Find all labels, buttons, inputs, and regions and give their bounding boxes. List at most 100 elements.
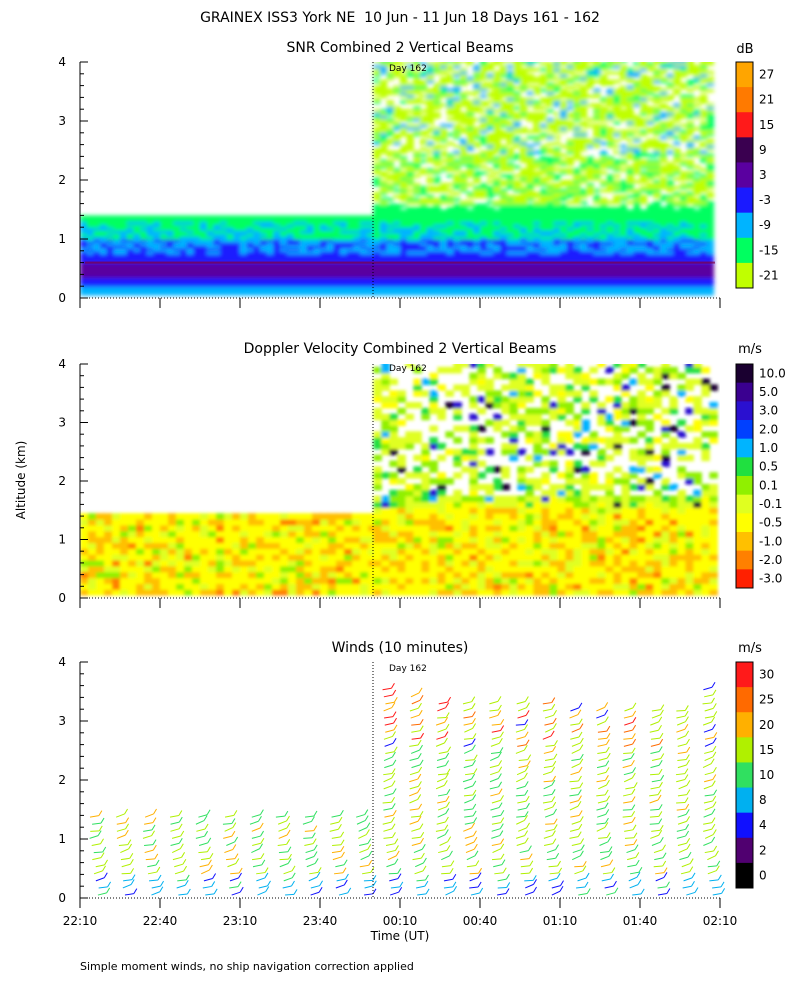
snr-cell [506, 268, 514, 273]
snr-cell [100, 286, 108, 290]
snr-panel: SNR Combined 2 Vertical Beams dB Day 162… [58, 40, 779, 308]
snr-cell [520, 271, 528, 275]
snr-cell [460, 277, 468, 281]
snr-cell [326, 221, 334, 225]
snr-cell [706, 121, 714, 125]
snr-cell [700, 236, 708, 240]
snr-cell [540, 241, 548, 246]
snr-cell [426, 76, 434, 81]
snr-cell [333, 292, 341, 296]
snr-cell [120, 274, 128, 278]
snr-cell [260, 233, 268, 237]
snr-cell [446, 62, 454, 63]
snr-cell [653, 76, 661, 81]
snr-cell [453, 165, 461, 169]
snr-cell [420, 62, 428, 66]
snr-cell [566, 106, 574, 110]
snr-cell [520, 221, 528, 225]
snr-cell [220, 286, 228, 290]
snr-cell [666, 144, 674, 149]
snr-cell [400, 233, 408, 237]
snr-cell [493, 144, 501, 149]
snr-cell [466, 118, 474, 122]
snr-cell [280, 253, 288, 258]
snr-cell [346, 247, 354, 252]
snr-cell [440, 253, 448, 258]
snr-cell [380, 180, 388, 184]
snr-cell [693, 182, 701, 187]
snr-cell [493, 209, 501, 214]
snr-cell [273, 262, 281, 267]
doppler-cell [136, 583, 145, 590]
snr-cell [413, 221, 421, 225]
snr-cell [373, 209, 381, 214]
doppler-cell [168, 536, 177, 544]
snr-cell [526, 209, 534, 214]
doppler-cell [248, 577, 257, 584]
doppler-cell [200, 542, 209, 549]
snr-cell [586, 253, 594, 258]
snr-cell [573, 215, 581, 219]
snr-cell [453, 191, 461, 196]
snr-cell [193, 236, 201, 240]
snr-cell [106, 250, 114, 255]
snr-cell [133, 256, 141, 261]
doppler-cell [136, 589, 145, 596]
snr-cell [573, 64, 581, 69]
snr-cell [406, 221, 414, 225]
snr-cell [620, 250, 628, 255]
snr-cell [580, 62, 588, 63]
snr-cell [493, 233, 501, 237]
doppler-cell [120, 530, 129, 538]
snr-cell [513, 115, 521, 119]
snr-cell [653, 182, 661, 187]
snr-cell [466, 144, 474, 149]
snr-cell [473, 100, 481, 104]
snr-cell [520, 233, 528, 237]
snr-cell [453, 244, 461, 249]
snr-cell [600, 171, 608, 175]
snr-cell [613, 91, 621, 96]
snr-cell [420, 286, 428, 290]
snr-cell [246, 259, 254, 264]
snr-cell [513, 94, 521, 98]
snr-cell [666, 82, 674, 87]
doppler-cell [152, 565, 161, 573]
snr-cell [420, 185, 428, 190]
snr-cell [546, 215, 554, 219]
snr-cell [546, 206, 554, 211]
snr-cell [320, 259, 328, 264]
snr-cell [526, 250, 534, 255]
snr-cell [486, 259, 494, 264]
snr-cell [393, 259, 401, 264]
snr-cell [206, 230, 214, 234]
snr-cell [233, 241, 241, 246]
snr-cell [126, 283, 134, 287]
snr-cell [480, 156, 488, 160]
snr-cell [546, 168, 554, 172]
doppler-cell [104, 542, 113, 549]
snr-cell [500, 147, 508, 152]
snr-cell [80, 259, 88, 264]
doppler-cell [128, 513, 137, 520]
snr-cell [700, 188, 708, 193]
snr-cell [513, 200, 521, 205]
snr-cell [473, 135, 481, 140]
snr-cell [406, 123, 414, 128]
snr-cell [446, 168, 454, 172]
snr-cell [680, 123, 688, 128]
snr-cell [453, 209, 461, 214]
snr-cell [486, 250, 494, 255]
snr-cell [493, 268, 501, 273]
snr-cell [146, 256, 154, 261]
doppler-cell [160, 577, 169, 584]
snr-cell [393, 182, 401, 187]
snr-cell [520, 129, 528, 134]
snr-cell [566, 268, 574, 273]
snr-cell [480, 280, 488, 284]
snr-cell [526, 253, 534, 258]
snr-cell [660, 165, 668, 169]
snr-cell [360, 265, 368, 270]
doppler-cell [280, 565, 289, 573]
snr-cell [460, 144, 468, 149]
